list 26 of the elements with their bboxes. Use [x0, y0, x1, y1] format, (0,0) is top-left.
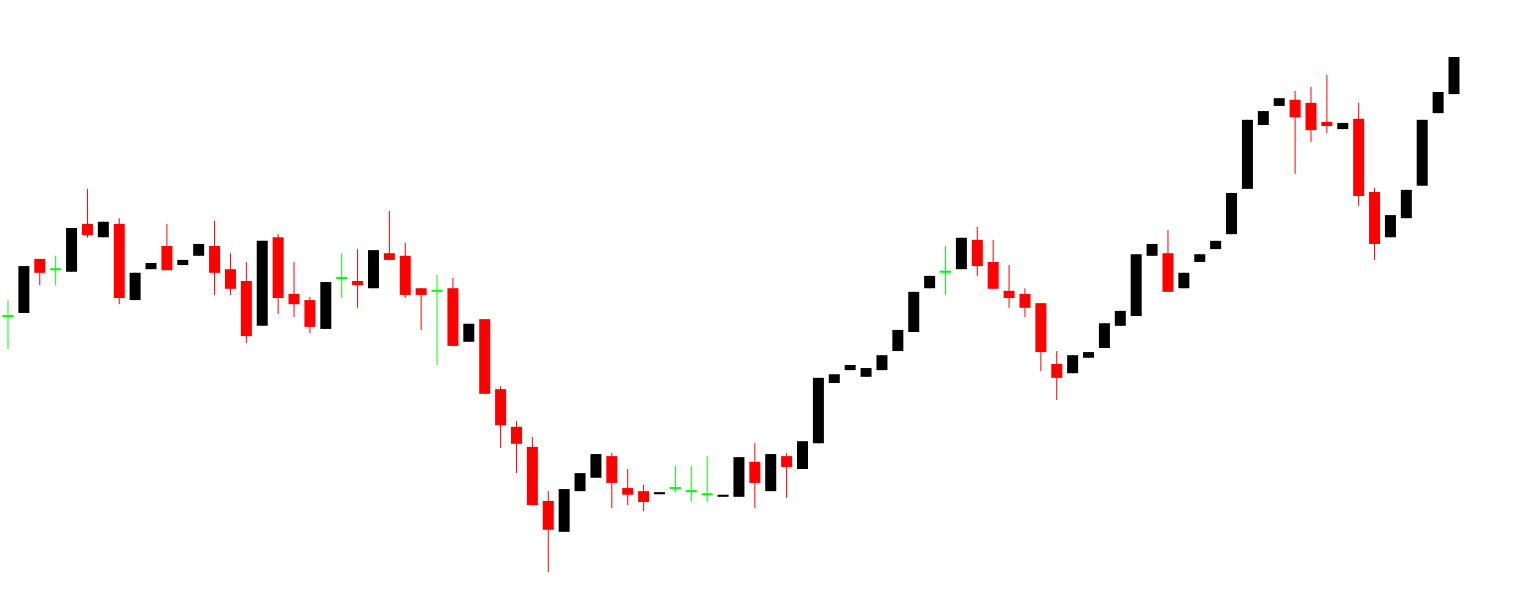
candlestick	[1003, 264, 1015, 309]
candlestick	[781, 452, 793, 499]
candlestick	[2, 299, 14, 350]
candlestick	[940, 245, 952, 296]
candlestick	[34, 258, 46, 286]
candlestick	[701, 455, 713, 503]
candlestick	[638, 484, 650, 512]
candlestick	[431, 274, 443, 366]
candlestick	[288, 261, 300, 318]
candlestick	[415, 287, 427, 331]
candlestick	[224, 252, 236, 296]
candlestick	[336, 252, 348, 299]
candlestick	[81, 188, 93, 239]
candlestick	[510, 420, 522, 474]
candlestick	[1289, 90, 1301, 175]
candlestick	[669, 465, 681, 493]
candlestick	[1321, 74, 1333, 134]
candlestick	[352, 248, 364, 309]
candlestick	[749, 442, 761, 509]
candlestick	[1051, 350, 1063, 401]
candlestick	[1019, 287, 1031, 318]
candlestick	[622, 468, 634, 506]
candlestick	[50, 255, 62, 286]
candlestick	[383, 210, 395, 261]
candlestick	[685, 465, 697, 503]
candlestick	[590, 453, 602, 479]
